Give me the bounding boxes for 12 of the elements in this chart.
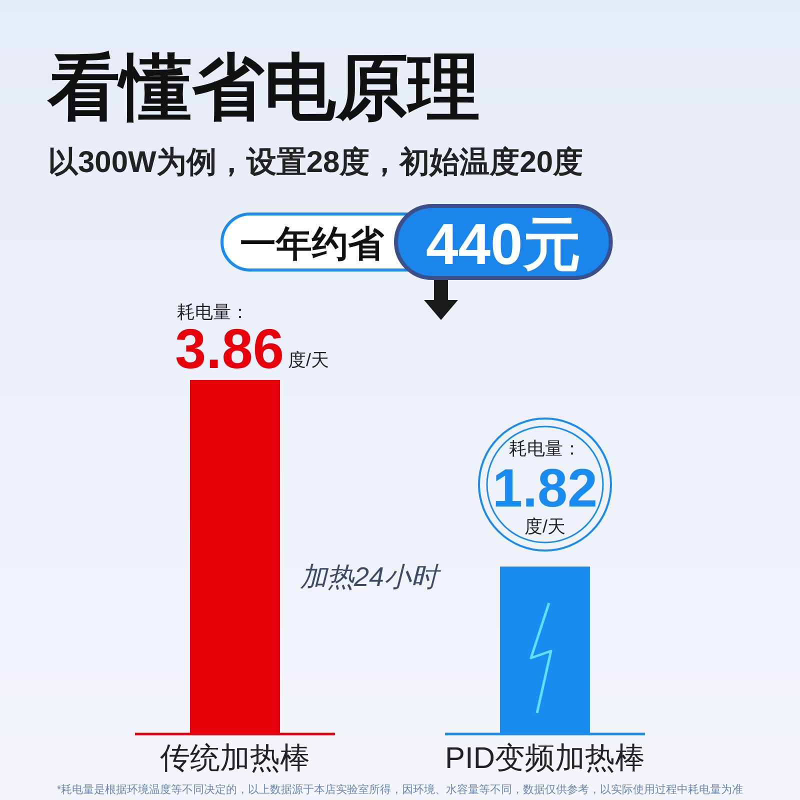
- annotation: 加热24小时: [300, 562, 438, 592]
- annotation: 耗电量：: [509, 438, 581, 459]
- annotation: 度/天: [288, 350, 330, 370]
- title: 看懂省电原理: [48, 48, 480, 128]
- annotation: 440元: [426, 212, 581, 277]
- category-label: 传统加热棒: [160, 742, 310, 775]
- subtitle: 以300W为例，设置28度，初始温度20度: [48, 146, 584, 179]
- annotation: *耗电量是根据环境温度等不同决定的，以上数据源于本店实验室所得，因环境、水容量等不同，数据仅供参考，以实际使用过程中耗电量为准: [56, 784, 744, 796]
- category-label: PID变频加热棒: [445, 742, 645, 775]
- annotation: 度/天: [524, 516, 566, 537]
- data-label: 1.82: [492, 458, 598, 519]
- annotation: 一年约省: [240, 223, 384, 264]
